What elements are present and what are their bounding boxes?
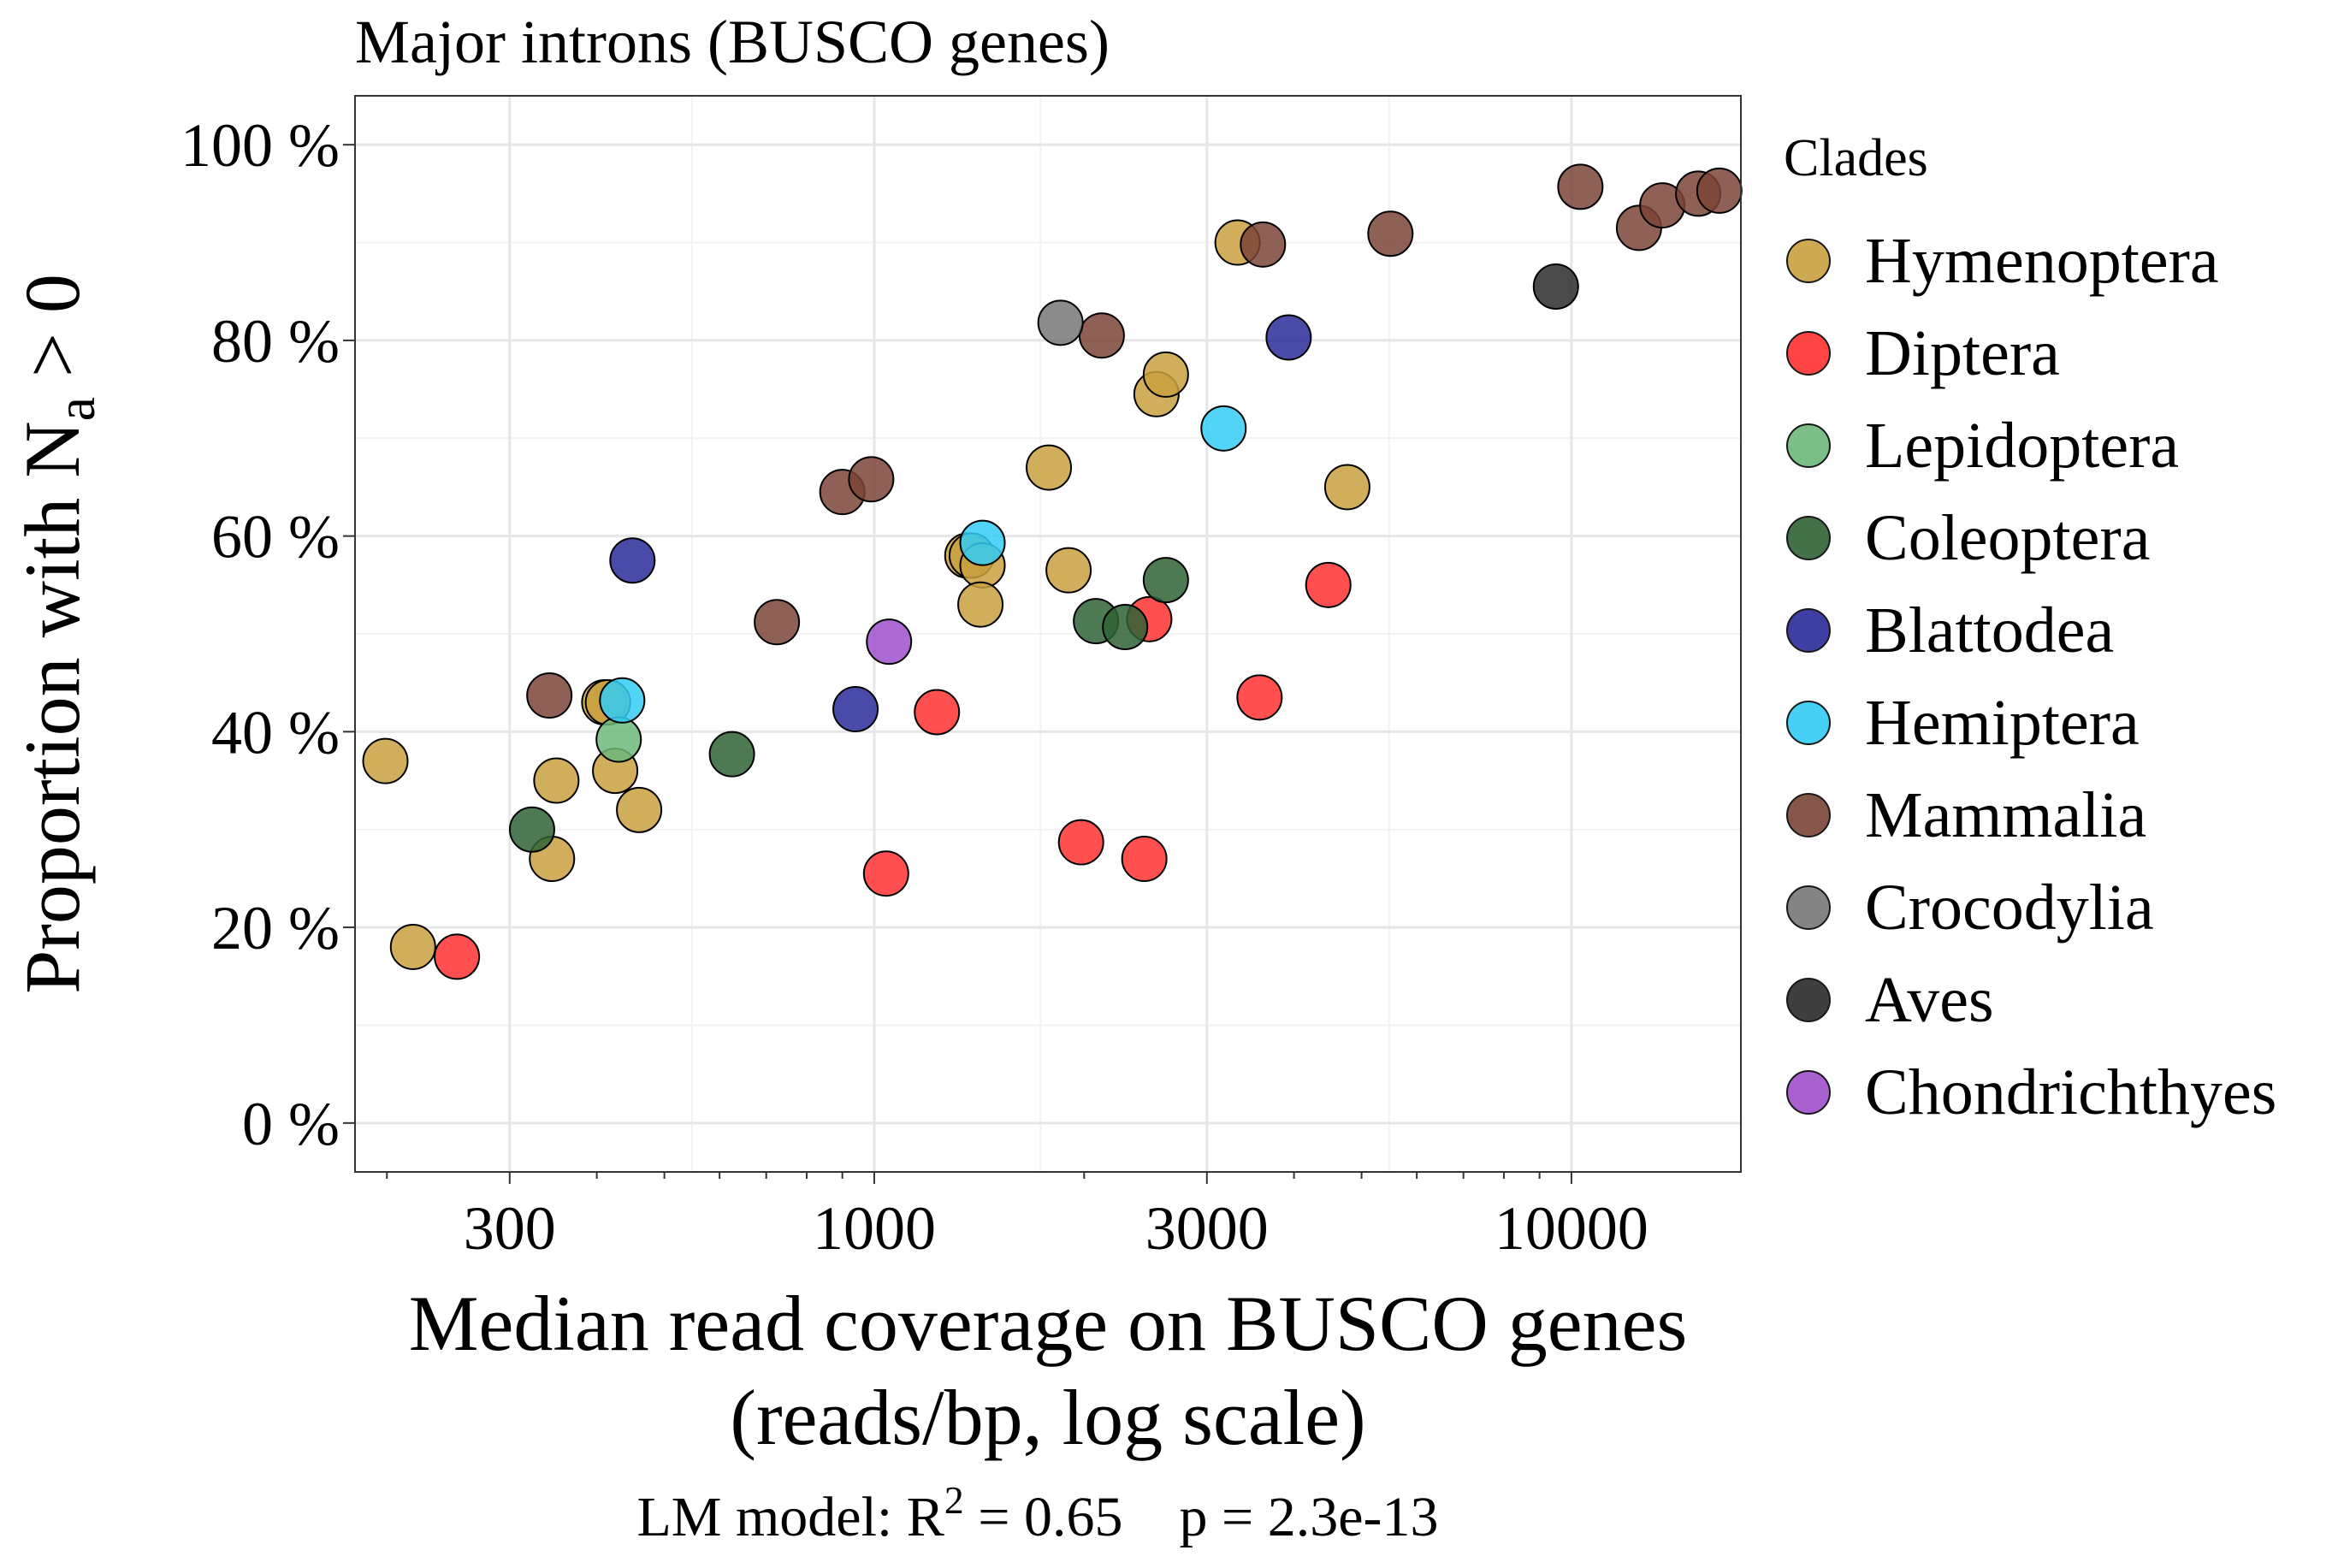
legend-items: Hymenoptera Diptera Lepidoptera Coleoptera B… bbox=[1784, 215, 2331, 1139]
y-tick-label: 60 % bbox=[211, 503, 340, 571]
data-point-hemiptera bbox=[599, 677, 646, 724]
data-point-diptera bbox=[1121, 836, 1168, 883]
data-point-lepidoptera bbox=[595, 716, 642, 763]
data-point-chondrichthyes bbox=[866, 618, 913, 666]
data-point-hymenoptera bbox=[1142, 351, 1189, 398]
legend-label: Coleoptera bbox=[1865, 501, 2151, 574]
chart-title: Major introns (BUSCO genes) bbox=[355, 8, 1110, 76]
data-point-diptera bbox=[1305, 561, 1352, 608]
legend: Clades Hymenoptera Diptera Lepidoptera Cole… bbox=[1784, 128, 2331, 1139]
data-point-hymenoptera bbox=[1045, 547, 1092, 594]
legend-swatch bbox=[1786, 331, 1831, 376]
y-tick-label: 40 % bbox=[211, 698, 340, 766]
x-tick-label: 3000 bbox=[1145, 1194, 1269, 1263]
data-point-coleoptera bbox=[708, 731, 755, 778]
legend-swatch bbox=[1786, 423, 1831, 468]
data-point-hymenoptera bbox=[616, 786, 663, 833]
grid-lines bbox=[355, 96, 1741, 1172]
data-point-mammalia bbox=[1557, 163, 1604, 210]
plot-panel-border bbox=[354, 95, 1742, 1173]
data-point-mammalia bbox=[1367, 210, 1414, 257]
y-tick-label: 80 % bbox=[211, 307, 340, 376]
data-point-coleoptera bbox=[508, 806, 555, 853]
data-point-blattodea bbox=[1265, 314, 1312, 361]
x-tick-label: 1000 bbox=[813, 1194, 936, 1263]
legend-swatch bbox=[1786, 793, 1831, 837]
data-point-hymenoptera bbox=[1026, 444, 1073, 491]
legend-item-crocodylia: Crocodylia bbox=[1784, 861, 2331, 954]
data-point-blattodea bbox=[832, 686, 879, 733]
data-point-hemiptera bbox=[1200, 405, 1247, 452]
legend-title: Clades bbox=[1784, 129, 1928, 187]
data-point-aves bbox=[1532, 263, 1579, 311]
data-point-crocodylia bbox=[1037, 299, 1084, 346]
legend-item-hymenoptera: Hymenoptera bbox=[1784, 215, 2331, 307]
legend-swatch bbox=[1786, 608, 1831, 653]
data-point-coleoptera bbox=[1142, 557, 1189, 604]
legend-label: Diptera bbox=[1865, 317, 2060, 389]
legend-label: Mammalia bbox=[1865, 778, 2147, 851]
legend-label: Aves bbox=[1865, 963, 1994, 1036]
data-point-diptera bbox=[1236, 674, 1283, 721]
x-axis-label-line2: (reads/bp, log scale) bbox=[730, 1374, 1365, 1461]
legend-label: Chondrichthyes bbox=[1865, 1056, 2277, 1128]
legend-item-diptera: Diptera bbox=[1784, 307, 2331, 399]
legend-label: Hemiptera bbox=[1865, 686, 2140, 759]
legend-label: Hymenoptera bbox=[1865, 224, 2219, 297]
legend-swatch bbox=[1786, 978, 1831, 1022]
legend-swatch bbox=[1786, 516, 1831, 560]
data-point-mammalia bbox=[1240, 221, 1287, 268]
legend-swatch bbox=[1786, 701, 1831, 745]
legend-label: Lepidoptera bbox=[1865, 409, 2180, 482]
data-point-mammalia bbox=[1078, 312, 1125, 359]
data-point-mammalia bbox=[848, 456, 895, 503]
legend-item-blattodea: Blattodea bbox=[1784, 584, 2331, 677]
data-point-hymenoptera bbox=[389, 923, 436, 970]
model-caption: LM model: R2 = 0.65 p = 2.3e-13 bbox=[636, 1478, 1438, 1548]
y-tick-label: 20 % bbox=[211, 894, 340, 962]
data-point-mammalia bbox=[1696, 167, 1743, 214]
data-point-hymenoptera bbox=[362, 737, 409, 784]
legend-item-coleoptera: Coleoptera bbox=[1784, 492, 2331, 584]
data-point-hymenoptera bbox=[957, 581, 1004, 628]
data-point-mammalia bbox=[526, 672, 573, 719]
legend-item-lepidoptera: Lepidoptera bbox=[1784, 399, 2331, 492]
x-tick-label: 10000 bbox=[1495, 1194, 1648, 1263]
data-point-diptera bbox=[914, 689, 961, 736]
x-axis-ticks: 300 1000 3000 10000 bbox=[386, 1172, 1648, 1263]
data-point-mammalia bbox=[754, 599, 801, 646]
data-point-hymenoptera bbox=[533, 757, 580, 804]
legend-swatch bbox=[1786, 1070, 1831, 1115]
y-tick-label: 0 % bbox=[242, 1090, 340, 1158]
x-tick-label: 300 bbox=[464, 1194, 556, 1263]
legend-item-mammalia: Mammalia bbox=[1784, 769, 2331, 861]
legend-label: Blattodea bbox=[1865, 594, 2115, 666]
x-axis-label-line1: Median read coverage on BUSCO genes bbox=[409, 1280, 1688, 1367]
data-point-coleoptera bbox=[1102, 603, 1149, 650]
legend-item-hemiptera: Hemiptera bbox=[1784, 677, 2331, 769]
y-axis-ticks: 0 % 20 % 40 % 60 % 80 % 100 % bbox=[181, 111, 355, 1158]
legend-swatch bbox=[1786, 239, 1831, 283]
legend-item-chondrichthyes: Chondrichthyes bbox=[1784, 1046, 2331, 1139]
data-point-diptera bbox=[1057, 819, 1104, 866]
data-point-hymenoptera bbox=[1323, 464, 1370, 511]
data-point-hemiptera bbox=[959, 519, 1006, 566]
legend-label: Crocodylia bbox=[1865, 871, 2154, 944]
y-tick-label: 100 % bbox=[181, 111, 340, 180]
data-point-diptera bbox=[434, 933, 481, 980]
legend-swatch bbox=[1786, 885, 1831, 930]
data-points bbox=[362, 163, 1743, 980]
data-point-diptera bbox=[862, 850, 909, 897]
legend-item-aves: Aves bbox=[1784, 954, 2331, 1046]
data-point-blattodea bbox=[609, 537, 656, 584]
y-axis-label: Proportion with Na > 0 bbox=[9, 274, 106, 994]
